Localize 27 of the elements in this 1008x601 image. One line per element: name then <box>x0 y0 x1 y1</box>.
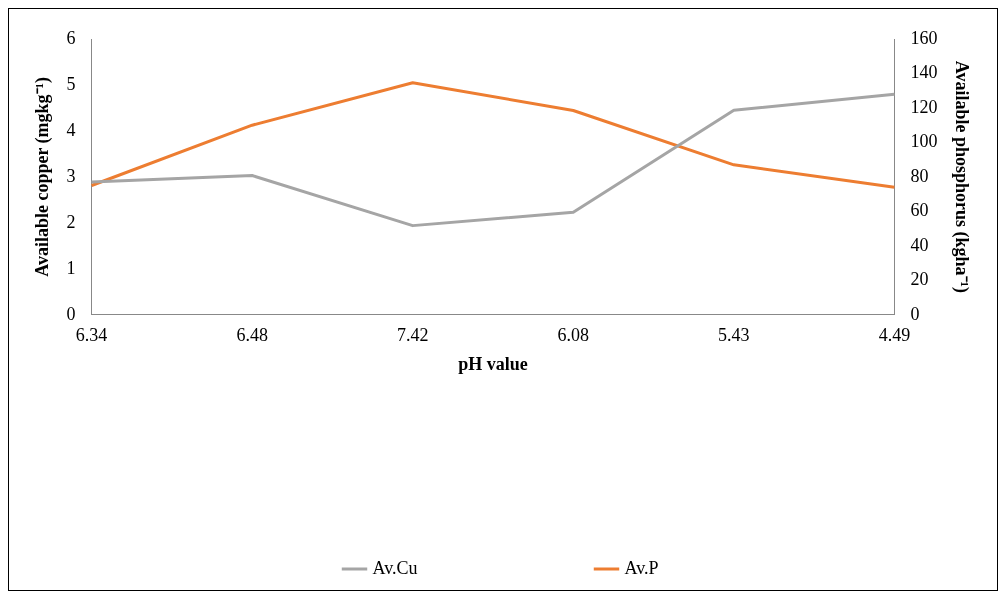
y2-tick-label: 60 <box>910 200 929 221</box>
y-axis-title: Available copper (mgkg⁻¹) <box>32 77 54 277</box>
x-tick-label: 6.34 <box>75 325 108 346</box>
y2-tick-label: 160 <box>910 27 938 48</box>
y2-tick-label: 20 <box>910 269 929 290</box>
y2-tick-label: 0 <box>910 303 920 324</box>
legend-label: Av.Cu <box>372 557 418 578</box>
legend-label: Av.P <box>624 557 659 578</box>
y-tick-label: 3 <box>66 165 76 186</box>
x-axis-title: pH value <box>458 353 528 374</box>
y-tick-label: 1 <box>66 257 76 278</box>
y2-axis-title: Available phosphorus (kgha⁻¹) <box>950 60 972 293</box>
x-tick-label: 6.08 <box>557 325 590 346</box>
y2-tick-label: 40 <box>910 234 929 255</box>
y-tick-label: 4 <box>66 119 76 140</box>
y-tick-label: 6 <box>66 27 76 48</box>
y2-tick-label: 100 <box>910 131 938 152</box>
x-tick-label: 7.42 <box>396 325 429 346</box>
x-tick-label: 4.49 <box>878 325 911 346</box>
y-tick-label: 0 <box>66 303 76 324</box>
y2-tick-label: 140 <box>910 62 938 83</box>
y2-tick-label: 80 <box>910 165 929 186</box>
y2-tick-label: 120 <box>910 96 938 117</box>
y-tick-label: 5 <box>66 73 76 94</box>
x-tick-label: 5.43 <box>718 325 750 346</box>
y-tick-label: 2 <box>66 211 76 232</box>
x-tick-label: 6.48 <box>236 325 268 346</box>
